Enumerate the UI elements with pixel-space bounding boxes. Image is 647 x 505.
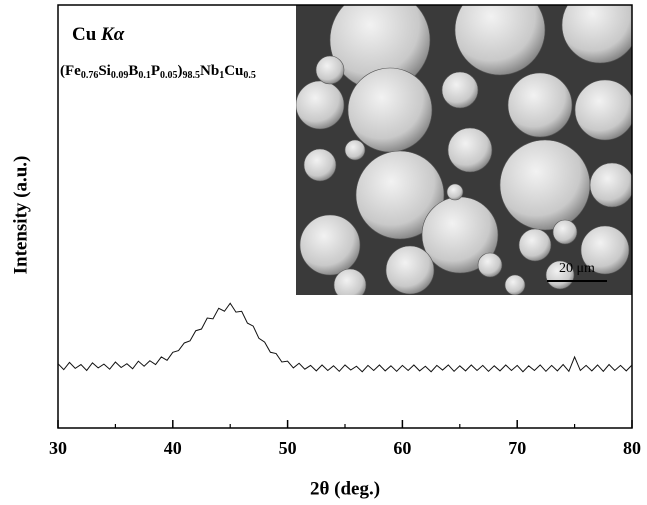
x-tick-label: 30 <box>49 438 67 458</box>
label-italic: Kα <box>100 24 125 45</box>
composition-text: (Fe <box>60 63 81 79</box>
label: Cu Kα <box>72 24 125 45</box>
composition-sub: 0.1 <box>138 70 151 81</box>
composition-text: Si <box>98 63 111 79</box>
x-tick-label: 50 <box>279 438 297 458</box>
x-tick-label: 70 <box>508 438 526 458</box>
composition-sub: 0.09 <box>111 70 129 81</box>
sem-inset: 20 μm <box>296 0 638 301</box>
chart: 20 μm Cu Kα (Fe0.76Si0.09B0.1P0.05)98.5N… <box>0 0 647 505</box>
composition-text: Nb <box>200 63 219 79</box>
label-text: Cu <box>72 24 101 45</box>
composition: (Fe0.76Si0.09B0.1P0.05)98.5Nb1Cu0.5 <box>60 63 256 81</box>
composition-sub: 0.5 <box>243 70 256 81</box>
x-tick-label: 80 <box>623 438 641 458</box>
composition-text: Cu <box>224 63 243 79</box>
x-tick-label: 40 <box>164 438 182 458</box>
y-axis-label: Intensity (a.u.) <box>10 156 31 275</box>
xrd-line <box>58 303 632 372</box>
composition-sub: 98.5 <box>183 70 201 81</box>
composition-text: P <box>151 63 160 79</box>
composition-text: B <box>128 63 138 79</box>
scale-bar-label: 20 μm <box>559 261 595 276</box>
composition-sub: 0.05 <box>160 70 178 81</box>
composition-sub: 0.76 <box>81 70 99 81</box>
x-axis-label: 2θ (deg.) <box>310 478 380 499</box>
x-tick-label: 60 <box>393 438 411 458</box>
